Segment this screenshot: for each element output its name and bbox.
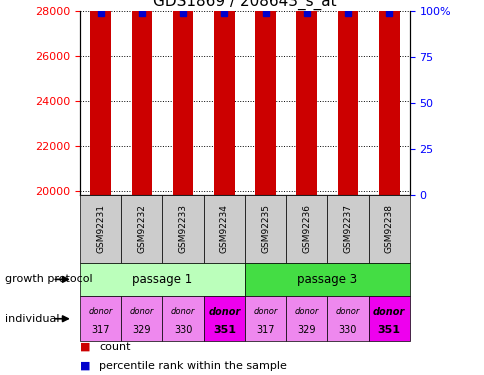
Bar (327, 195, 368, 262)
Text: count: count (99, 342, 131, 352)
Bar (121, 195, 162, 262)
Text: percentile rank within the sample: percentile rank within the sample (99, 361, 287, 370)
Bar (327, 296, 368, 341)
Bar (378, 0, 399, 195)
Bar (80, 296, 121, 341)
Bar (162, 296, 203, 341)
Bar (213, 0, 234, 195)
Bar (368, 296, 409, 341)
Text: GSM92234: GSM92234 (219, 204, 228, 253)
Text: passage 3: passage 3 (297, 273, 357, 286)
Bar (90, 0, 111, 195)
Bar (244, 262, 409, 296)
Text: GSM92236: GSM92236 (302, 204, 311, 253)
Text: donor: donor (88, 308, 113, 316)
Bar (368, 195, 409, 262)
Text: 351: 351 (212, 325, 235, 335)
Text: passage 1: passage 1 (132, 273, 192, 286)
Text: donor: donor (170, 308, 195, 316)
Text: donor: donor (129, 308, 154, 316)
Bar (203, 296, 244, 341)
Bar (203, 195, 244, 262)
Text: donor: donor (294, 308, 318, 316)
Text: GSM92231: GSM92231 (96, 204, 105, 253)
Text: GSM92232: GSM92232 (137, 204, 146, 253)
Text: donor: donor (372, 307, 405, 317)
Bar (121, 296, 162, 341)
Text: growth protocol: growth protocol (5, 274, 92, 284)
Bar (172, 0, 193, 195)
Text: GSM92238: GSM92238 (384, 204, 393, 253)
Bar (80, 262, 244, 296)
Text: donor: donor (253, 308, 277, 316)
Bar (131, 0, 152, 195)
Text: ■: ■ (80, 342, 91, 352)
Text: 317: 317 (91, 325, 110, 335)
Text: GSM92233: GSM92233 (178, 204, 187, 253)
Text: individual: individual (5, 314, 59, 324)
Bar (162, 195, 203, 262)
Bar (296, 0, 317, 195)
Text: 329: 329 (297, 325, 316, 335)
Bar (80, 195, 121, 262)
Text: 317: 317 (256, 325, 274, 335)
Text: 329: 329 (132, 325, 151, 335)
Text: donor: donor (335, 308, 360, 316)
Bar (255, 0, 275, 195)
Text: ■: ■ (80, 361, 91, 370)
Text: 330: 330 (338, 325, 356, 335)
Text: donor: donor (208, 307, 240, 317)
Bar (337, 0, 358, 195)
Title: GDS1869 / 208643_s_at: GDS1869 / 208643_s_at (153, 0, 336, 10)
Text: 351: 351 (377, 325, 400, 335)
Text: GSM92237: GSM92237 (343, 204, 352, 253)
Bar (286, 195, 327, 262)
Text: GSM92235: GSM92235 (260, 204, 270, 253)
Bar (286, 296, 327, 341)
Bar (244, 195, 286, 262)
Text: 330: 330 (174, 325, 192, 335)
Bar (244, 296, 286, 341)
